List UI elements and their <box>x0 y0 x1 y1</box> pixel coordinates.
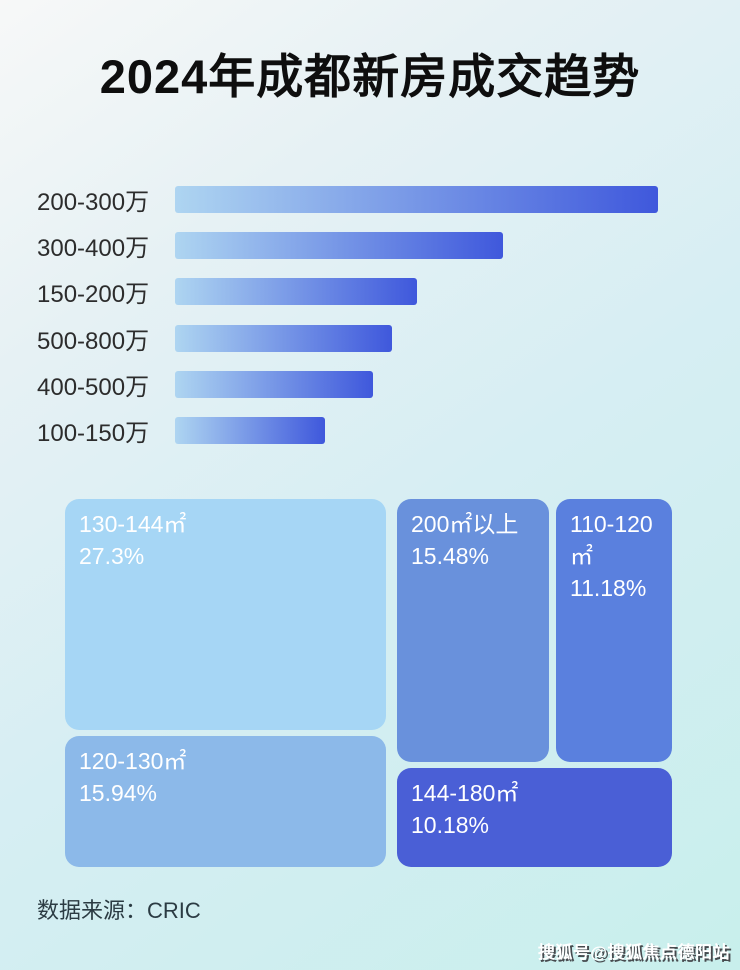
bar <box>175 232 504 259</box>
bar <box>175 371 374 398</box>
bar <box>175 325 393 352</box>
bar-track <box>175 232 658 259</box>
bar-label: 200-300万 <box>37 189 150 216</box>
treemap-block-label: 120-130㎡ <box>79 748 187 774</box>
bar-row: 500-800万 <box>37 325 658 355</box>
treemap-block-value: 10.18% <box>411 812 490 838</box>
watermark: 搜狐号@搜狐焦点德阳站 <box>537 943 730 962</box>
treemap-block-label: 144-180㎡ <box>411 780 519 806</box>
treemap-block: 200㎡以上 15.48% <box>397 499 549 762</box>
bar-track <box>175 186 658 213</box>
treemap-block-label: 130-144㎡ <box>79 511 187 537</box>
bar <box>175 417 325 444</box>
bar-row: 200-300万 <box>37 186 658 216</box>
treemap-block: 120-130㎡ 15.94% <box>65 736 386 867</box>
treemap-block: 130-144㎡ 27.3% <box>65 499 386 730</box>
bar-row: 300-400万 <box>37 232 658 262</box>
treemap-block-label: 200㎡以上 <box>411 511 519 537</box>
bar-label: 300-400万 <box>37 235 150 262</box>
treemap-block-value: 15.48% <box>411 543 490 569</box>
bar-label: 400-500万 <box>37 374 150 401</box>
bar-track <box>175 417 658 444</box>
data-source-note: 数据来源：CRIC <box>37 898 201 923</box>
bar <box>175 278 417 305</box>
page-title: 2024年成都新房成交趋势 <box>99 50 641 103</box>
treemap-block: 110-120㎡ 11.18% <box>556 499 672 762</box>
bar-label: 150-200万 <box>37 281 150 308</box>
bar <box>175 186 658 213</box>
treemap-block-value: 27.3% <box>79 543 145 569</box>
bar-row: 150-200万 <box>37 278 658 308</box>
bar-label: 500-800万 <box>37 328 150 355</box>
treemap-block-value: 11.18% <box>570 575 647 601</box>
bar-track <box>175 371 658 398</box>
bar-row: 400-500万 <box>37 371 658 401</box>
bar-track <box>175 278 658 305</box>
bar-row: 100-150万 <box>37 417 658 447</box>
treemap-block: 144-180㎡ 10.18% <box>397 768 672 867</box>
treemap-block-label: 110-120㎡ <box>570 511 653 569</box>
treemap-block-value: 15.94% <box>79 780 158 806</box>
bar-label: 100-150万 <box>37 420 150 447</box>
bar-track <box>175 325 658 352</box>
